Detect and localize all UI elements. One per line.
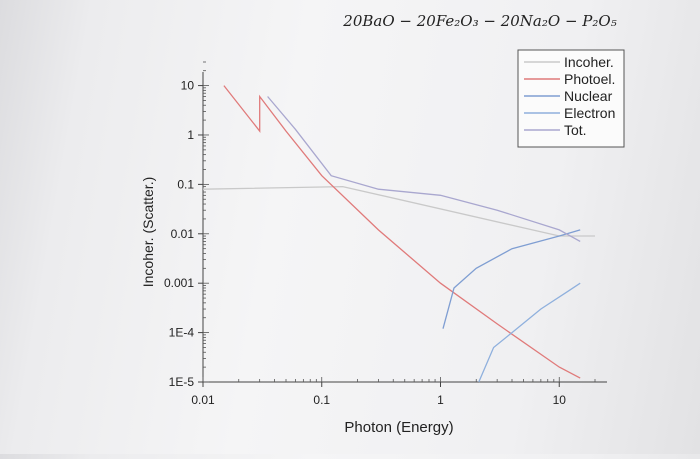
- y-tick-label: 0.1: [177, 177, 194, 191]
- legend-label-photoel: Photoel.: [564, 71, 615, 87]
- x-tick-label: 0.1: [313, 393, 330, 407]
- y-tick-label: 1E-5: [169, 375, 195, 389]
- series-line-tot: [267, 96, 581, 242]
- chart-title: 20BaO − 20Fe₂O₃ − 20Na₂O − P₂O₅: [342, 12, 616, 30]
- series-line-photoel: [223, 85, 581, 379]
- x-tick-label: 10: [553, 393, 567, 407]
- legend-label-nuclear: Nuclear: [564, 88, 613, 104]
- legend-label-tot: Tot.: [564, 122, 587, 138]
- series-line-incoher: [202, 185, 595, 237]
- legend-label-electron: Electron: [564, 105, 615, 121]
- series-line-electron: [478, 282, 581, 383]
- x-axis-title: Photon (Energy): [344, 419, 453, 436]
- y-tick-label: 0.01: [171, 227, 195, 241]
- y-tick-label: 1E-4: [169, 326, 195, 340]
- y-tick-label: 10: [181, 79, 195, 93]
- x-tick-label: 1: [437, 393, 444, 407]
- y-tick-label: 0.001: [164, 276, 194, 290]
- legend-box: [517, 49, 625, 148]
- series-line-nuclear: [442, 229, 581, 329]
- y-axis-title: Incoher. (Scatter.): [140, 177, 156, 288]
- y-tick-label: 1: [187, 128, 194, 142]
- legend-label-incoher: Incoher.: [564, 54, 614, 70]
- x-tick-label: 0.01: [191, 393, 215, 407]
